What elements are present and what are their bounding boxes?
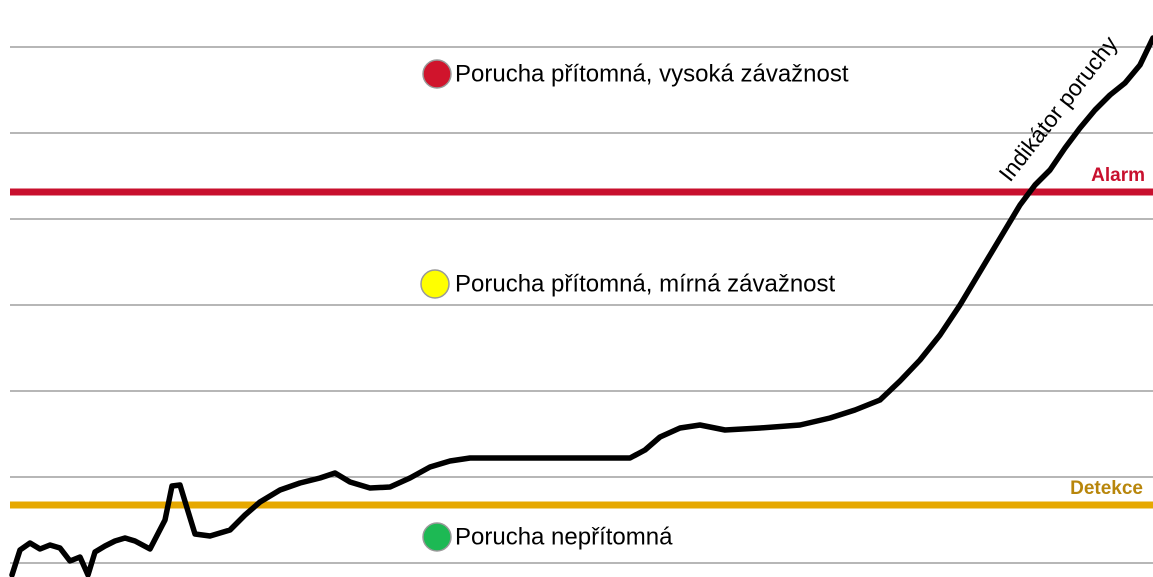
red-dot [422, 59, 452, 89]
grid [10, 46, 1153, 564]
yellow-dot [420, 269, 450, 299]
green-dot [422, 522, 452, 552]
zone-medium: Porucha přítomná, mírná závažnost [455, 270, 836, 297]
alarm-label: Alarm [1091, 165, 1145, 186]
zone-none: Porucha nepřítomná [455, 523, 673, 550]
fault-curve [9, 35, 1153, 577]
zone-high: Porucha přítomná, vysoká závažnost [455, 60, 849, 87]
detection-label: Detekce [1070, 478, 1143, 499]
